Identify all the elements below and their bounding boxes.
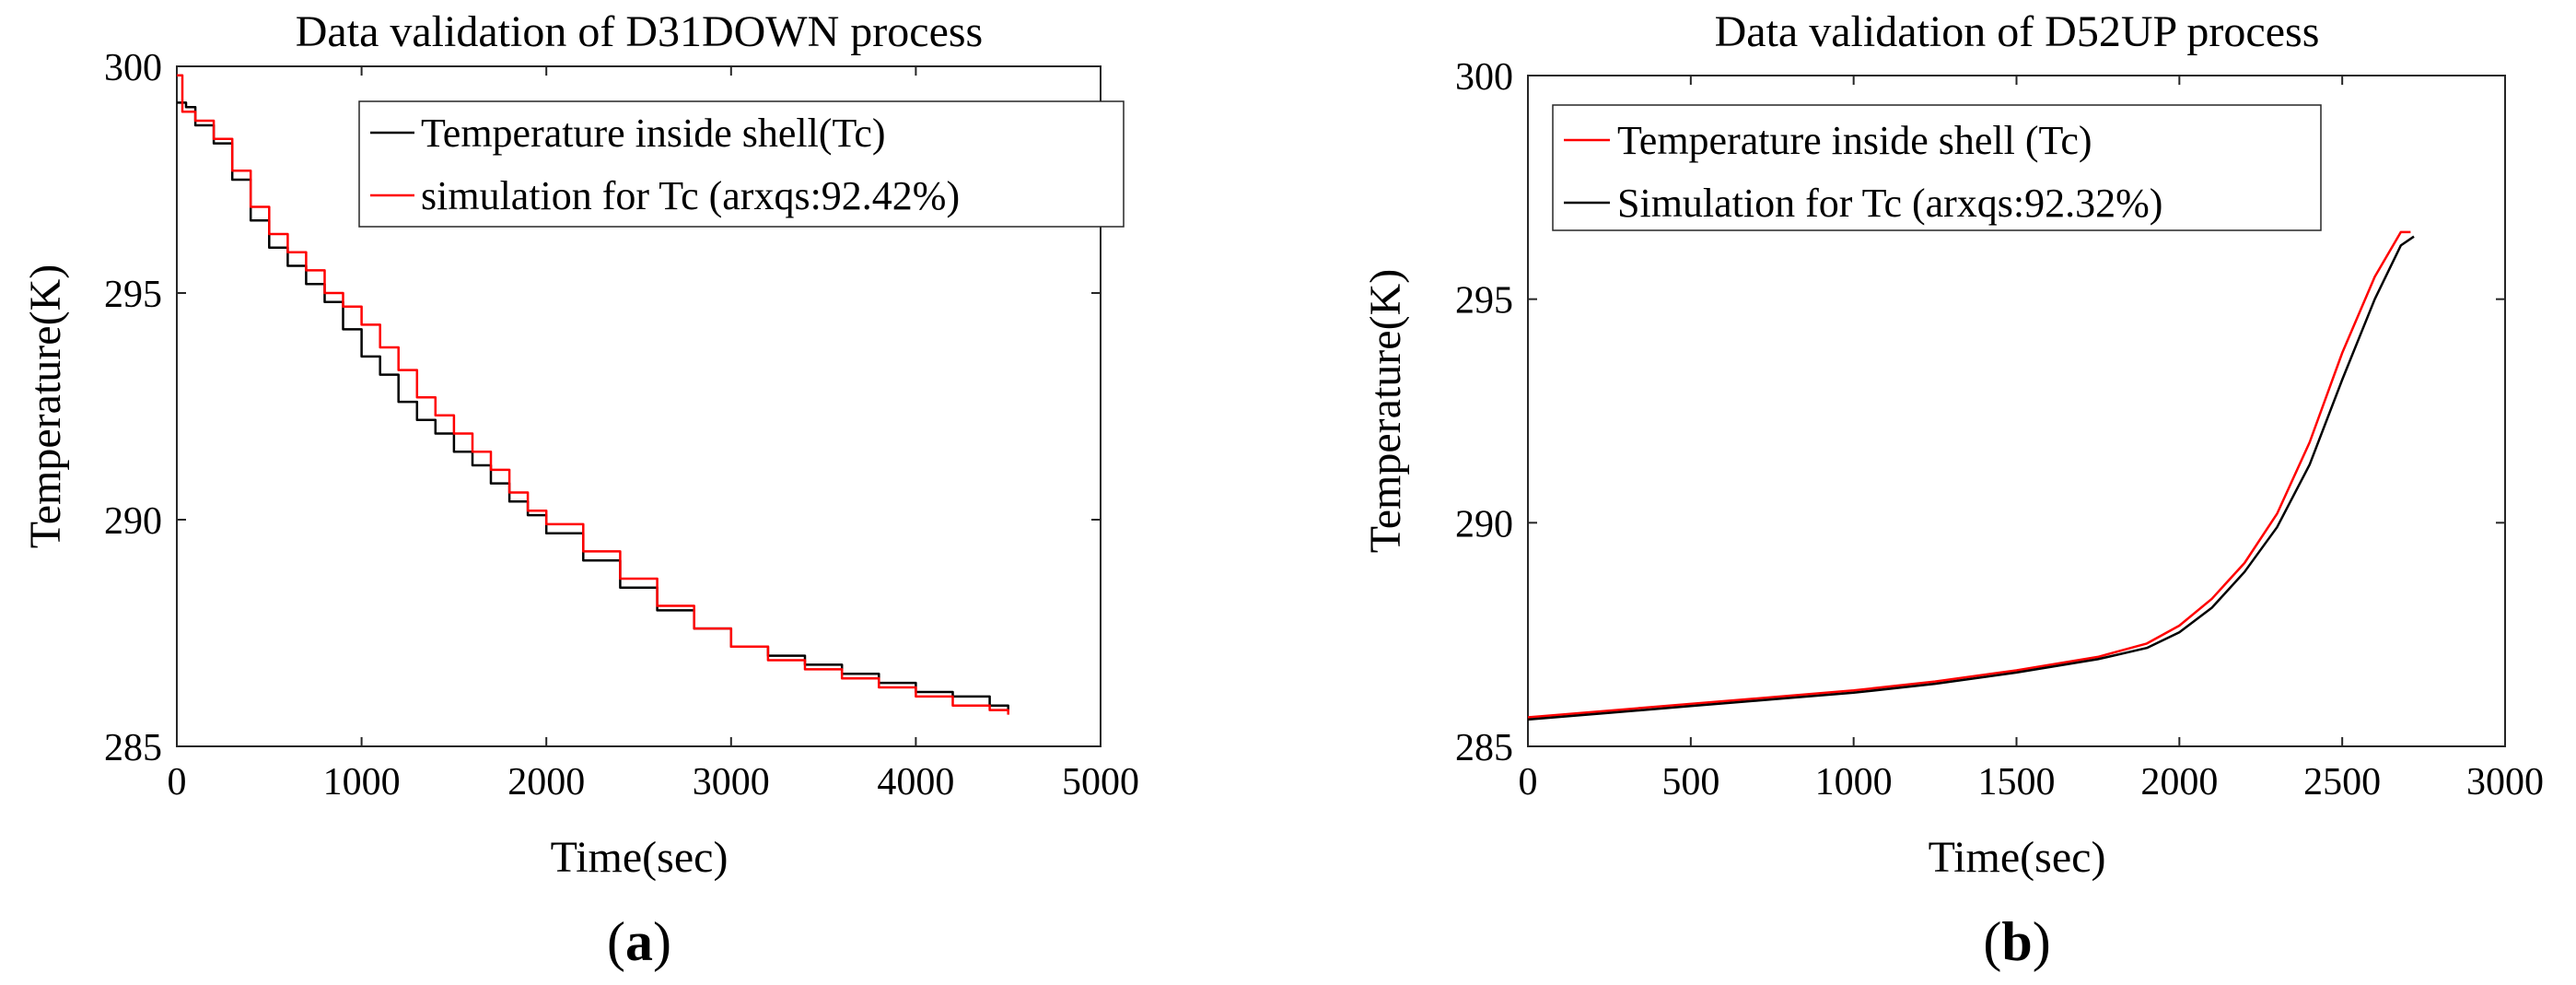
panel-a-x-axis-label: Time(sec) — [551, 833, 729, 882]
panel-a-y-tick-label: 290 — [104, 500, 162, 543]
panel-b-legend-box — [1552, 104, 2322, 231]
panel-b-legend-label-0: Temperature inside shell (Tc) — [1617, 118, 2092, 163]
panel-b-series-line-0 — [1527, 230, 2411, 719]
panel-a-series — [177, 74, 1009, 715]
panel-a: Data validation of D31DOWN process 0 1000… — [21, 7, 1139, 972]
panel-a-caption-letter: a — [625, 911, 653, 972]
panel-b-y-axis-label: Temperature(K) — [1361, 269, 1410, 553]
panel-b-caption-open: ( — [1983, 911, 2001, 972]
panel-a-x-ticks: 0 1000 2000 3000 4000 5000 — [168, 66, 1139, 803]
panel-b-y-tick-label: 300 — [1455, 56, 1513, 99]
panel-a-series-line-1 — [177, 74, 1009, 715]
panel-b-title: Data validation of D52UP process — [1715, 7, 2320, 56]
panel-a-caption: (a) — [607, 911, 671, 972]
panel-a-y-tick-label: 285 — [104, 727, 162, 769]
panel-a-y-tick-label: 300 — [104, 47, 162, 89]
panel-b-y-ticks: 285 290 295 300 — [1455, 56, 2505, 769]
panel-a-x-tick-label: 5000 — [1062, 761, 1139, 803]
panel-a-y-tick-label: 295 — [104, 274, 162, 316]
panel-b-caption-letter: b — [2001, 911, 2032, 972]
panel-b-legend: Temperature inside shell (Tc) Simulation… — [1552, 104, 2322, 231]
panel-b-series — [1527, 230, 2415, 721]
panel-b-caption: (b) — [1983, 911, 2050, 972]
panel-b-x-tick-label: 2000 — [2140, 761, 2218, 803]
panel-b-x-tick-label: 500 — [1661, 761, 1719, 803]
panel-b-legend-label-1: Simulation for Tc (arxqs:92.32%) — [1617, 181, 2162, 226]
panel-a-y-axis-label: Temperature(K) — [21, 264, 70, 548]
panel-b-x-tick-label: 0 — [1519, 761, 1538, 803]
panel-b-x-tick-label: 2500 — [2303, 761, 2381, 803]
panel-a-y-ticks: 285 290 295 300 — [104, 47, 1101, 769]
panel-b-y-tick-label: 290 — [1455, 503, 1513, 545]
panel-b-y-tick-label: 295 — [1455, 280, 1513, 322]
panel-b-y-tick-label: 285 — [1455, 727, 1513, 769]
panel-a-legend-box — [358, 100, 1125, 228]
panel-a-caption-open: ( — [607, 911, 625, 972]
panel-b-x-tick-label: 1500 — [1978, 761, 2056, 803]
panel-a-x-tick-label: 4000 — [877, 761, 954, 803]
panel-a-x-tick-label: 2000 — [507, 761, 585, 803]
panel-b-x-axis-label: Time(sec) — [1929, 833, 2106, 882]
panel-a-plot-frame — [176, 65, 1102, 747]
panel-a-x-tick-label: 3000 — [693, 761, 770, 803]
panel-b-caption-close: ) — [2033, 911, 2051, 972]
panel-a-caption-close: ) — [653, 911, 671, 972]
panel-b-x-tick-label: 3000 — [2466, 761, 2544, 803]
panel-a-legend-label-1: simulation for Tc (arxqs:92.42%) — [421, 173, 960, 218]
panel-b-x-ticks: 0 500 1000 1500 2000 2500 3000 — [1519, 76, 2544, 803]
panel-a-x-tick-label: 0 — [168, 761, 187, 803]
panel-a-legend-label-0: Temperature inside shell(Tc) — [421, 111, 886, 156]
panel-a-legend: Temperature inside shell(Tc) simulation … — [358, 100, 1125, 228]
panel-a-x-tick-label: 1000 — [323, 761, 401, 803]
panel-b-series-line-1 — [1527, 235, 2415, 721]
panel-b: Data validation of D52UP process 0 500 100… — [1361, 7, 2544, 972]
panel-a-title: Data validation of D31DOWN process — [296, 7, 983, 56]
panel-b-x-tick-label: 1000 — [1815, 761, 1893, 803]
